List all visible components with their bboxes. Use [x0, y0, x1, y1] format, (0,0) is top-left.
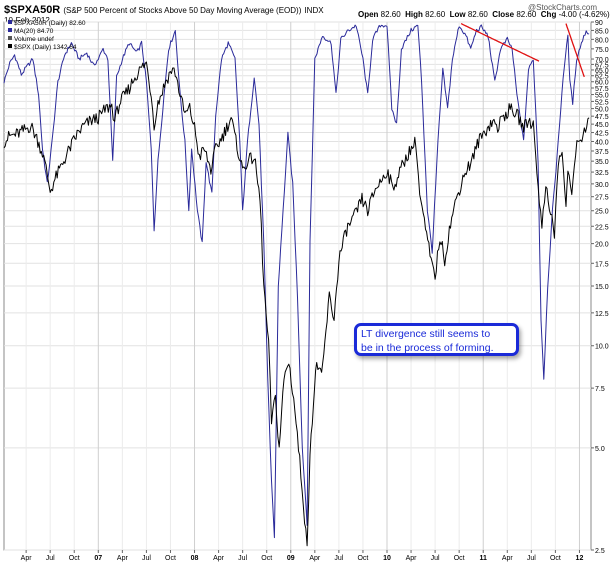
y-tick-label: 30.0 — [595, 182, 609, 189]
ohlc-label-open: Open — [358, 10, 381, 19]
x-tick-label: Jul — [334, 555, 343, 562]
plot-area — [3, 23, 590, 547]
legend-entry: Volume undef — [14, 36, 54, 43]
x-tick-label: Jul — [46, 555, 55, 562]
x-tick-label: Jul — [142, 555, 151, 562]
y-tick-label: 15.0 — [595, 284, 609, 291]
y-tick-label: 60.0 — [595, 80, 609, 87]
legend-swatch — [8, 20, 12, 24]
legend-entry: $SPXA50R (Daily) 82.60 — [14, 20, 86, 27]
x-tick-label: Apr — [213, 555, 225, 562]
x-tick-label: 09 — [287, 555, 295, 562]
x-tick-label: Apr — [117, 555, 129, 562]
exchange-label: INDX — [304, 6, 324, 15]
y-tick-label: 25.0 — [595, 209, 609, 216]
x-tick-label: Oct — [261, 555, 272, 562]
y-tick-label: 2.5 — [595, 548, 605, 555]
series-spx-line — [3, 61, 590, 547]
x-tick-label: Oct — [454, 555, 465, 562]
legend-swatch — [8, 44, 12, 48]
legend-swatch — [8, 36, 12, 40]
x-tick-label: 11 — [480, 555, 488, 562]
x-tick-label: 07 — [94, 555, 102, 562]
x-tick-label: Jul — [431, 555, 440, 562]
y-tick-label: 40.0 — [595, 139, 609, 146]
y-tick-label: 32.5 — [595, 170, 609, 177]
y-tick-label: 85.0 — [595, 28, 609, 35]
y-tick-label: 57.5 — [595, 86, 609, 93]
y-tick-label: 37.5 — [595, 149, 609, 156]
y-tick-label: 90 — [595, 20, 603, 27]
trendline-2 — [565, 23, 585, 78]
ohlc-readout: Open 82.60 High 82.60 Low 82.60 Close 82… — [358, 10, 610, 19]
y-tick-label: 12.5 — [595, 311, 609, 318]
series-breadth-line — [3, 24, 590, 539]
annotation-line-1: LT divergence still seems to — [361, 328, 491, 340]
y-tick-label: 22.5 — [595, 224, 609, 231]
y-tick-label: 55.0 — [595, 93, 609, 100]
x-tick-label: Oct — [550, 555, 561, 562]
y-tick-label: 65.0 — [595, 68, 609, 75]
y-tick-label: 75.0 — [595, 47, 609, 54]
x-tick-label: 10 — [383, 555, 391, 562]
ohlc-value-chg: -4.00 (-4.62%) — [558, 10, 610, 19]
ohlc-value-low: 82.60 — [467, 10, 493, 19]
y-tick-label: 42.5 — [595, 131, 609, 138]
y-tick-label: 45.0 — [595, 122, 609, 129]
ohlc-value-high: 82.60 — [425, 10, 450, 19]
ohlc-label-low: Low — [449, 10, 468, 19]
legend-swatch — [8, 28, 12, 32]
legend-entry: MA(20) 84.70 — [14, 28, 54, 35]
chart-date: 10-Feb-2012 — [4, 16, 50, 25]
symbol-description: (S&P 500 Percent of Stocks Above 50 Day … — [63, 6, 302, 15]
y-tick-label: 80.0 — [595, 37, 609, 44]
y-tick-label: 10.0 — [595, 344, 609, 351]
annotation-line-2: be in the process of forming. — [361, 342, 494, 354]
y-tick-label: 27.5 — [595, 195, 609, 202]
y-tick-label: 50.0 — [595, 107, 609, 114]
x-tick-label: Apr — [502, 555, 514, 562]
x-tick-label: Oct — [165, 555, 176, 562]
x-tick-label: Apr — [309, 555, 321, 562]
x-tick-label: Oct — [357, 555, 368, 562]
y-tick-label: 35.0 — [595, 159, 609, 166]
ohlc-label-chg: Chg — [540, 10, 559, 19]
chart-symbol: $SPXA50R (S&P 500 Percent of Stocks Abov… — [4, 4, 324, 16]
x-tick-label: Oct — [69, 555, 80, 562]
y-tick-label: 17.5 — [595, 261, 609, 268]
y-tick-label: 5.0 — [595, 446, 605, 453]
y-tick-label: 62.5 — [595, 74, 609, 81]
ohlc-label-high: High — [405, 10, 426, 19]
x-tick-label: Jul — [238, 555, 247, 562]
legend-entry: $SPX (Daily) 1342.64 — [14, 44, 77, 51]
x-tick-label: 12 — [576, 555, 584, 562]
annotation-box: LT divergence still seems to be in the p… — [354, 323, 519, 356]
watermark: @StockCharts.com — [528, 3, 598, 12]
y-tick-label: 70.0 — [595, 57, 609, 64]
x-tick-label: Apr — [406, 555, 418, 562]
y-tick-label: 47.5 — [595, 114, 609, 121]
x-tick-label: 08 — [191, 555, 199, 562]
x-axis: Apr Jul Oct 07 Apr Jul Oct 08 Apr Jul Oct 09 Apr Jul O… — [21, 550, 584, 562]
ohlc-value-close: 82.60 — [516, 10, 541, 19]
y-tick-label: 67.5 — [595, 62, 609, 69]
y-tick-label: 52.5 — [595, 99, 609, 106]
trendline-1 — [460, 23, 540, 62]
symbol-text: $SPXA50R — [4, 4, 61, 16]
ohlc-label-close: Close — [492, 10, 517, 19]
x-tick-label: Jul — [527, 555, 536, 562]
y-tick-label: 20.0 — [595, 242, 609, 249]
y-tick-label: 7.5 — [595, 386, 605, 393]
x-tick-label: Apr — [21, 555, 33, 562]
ohlc-value-open: 82.60 — [380, 10, 406, 19]
